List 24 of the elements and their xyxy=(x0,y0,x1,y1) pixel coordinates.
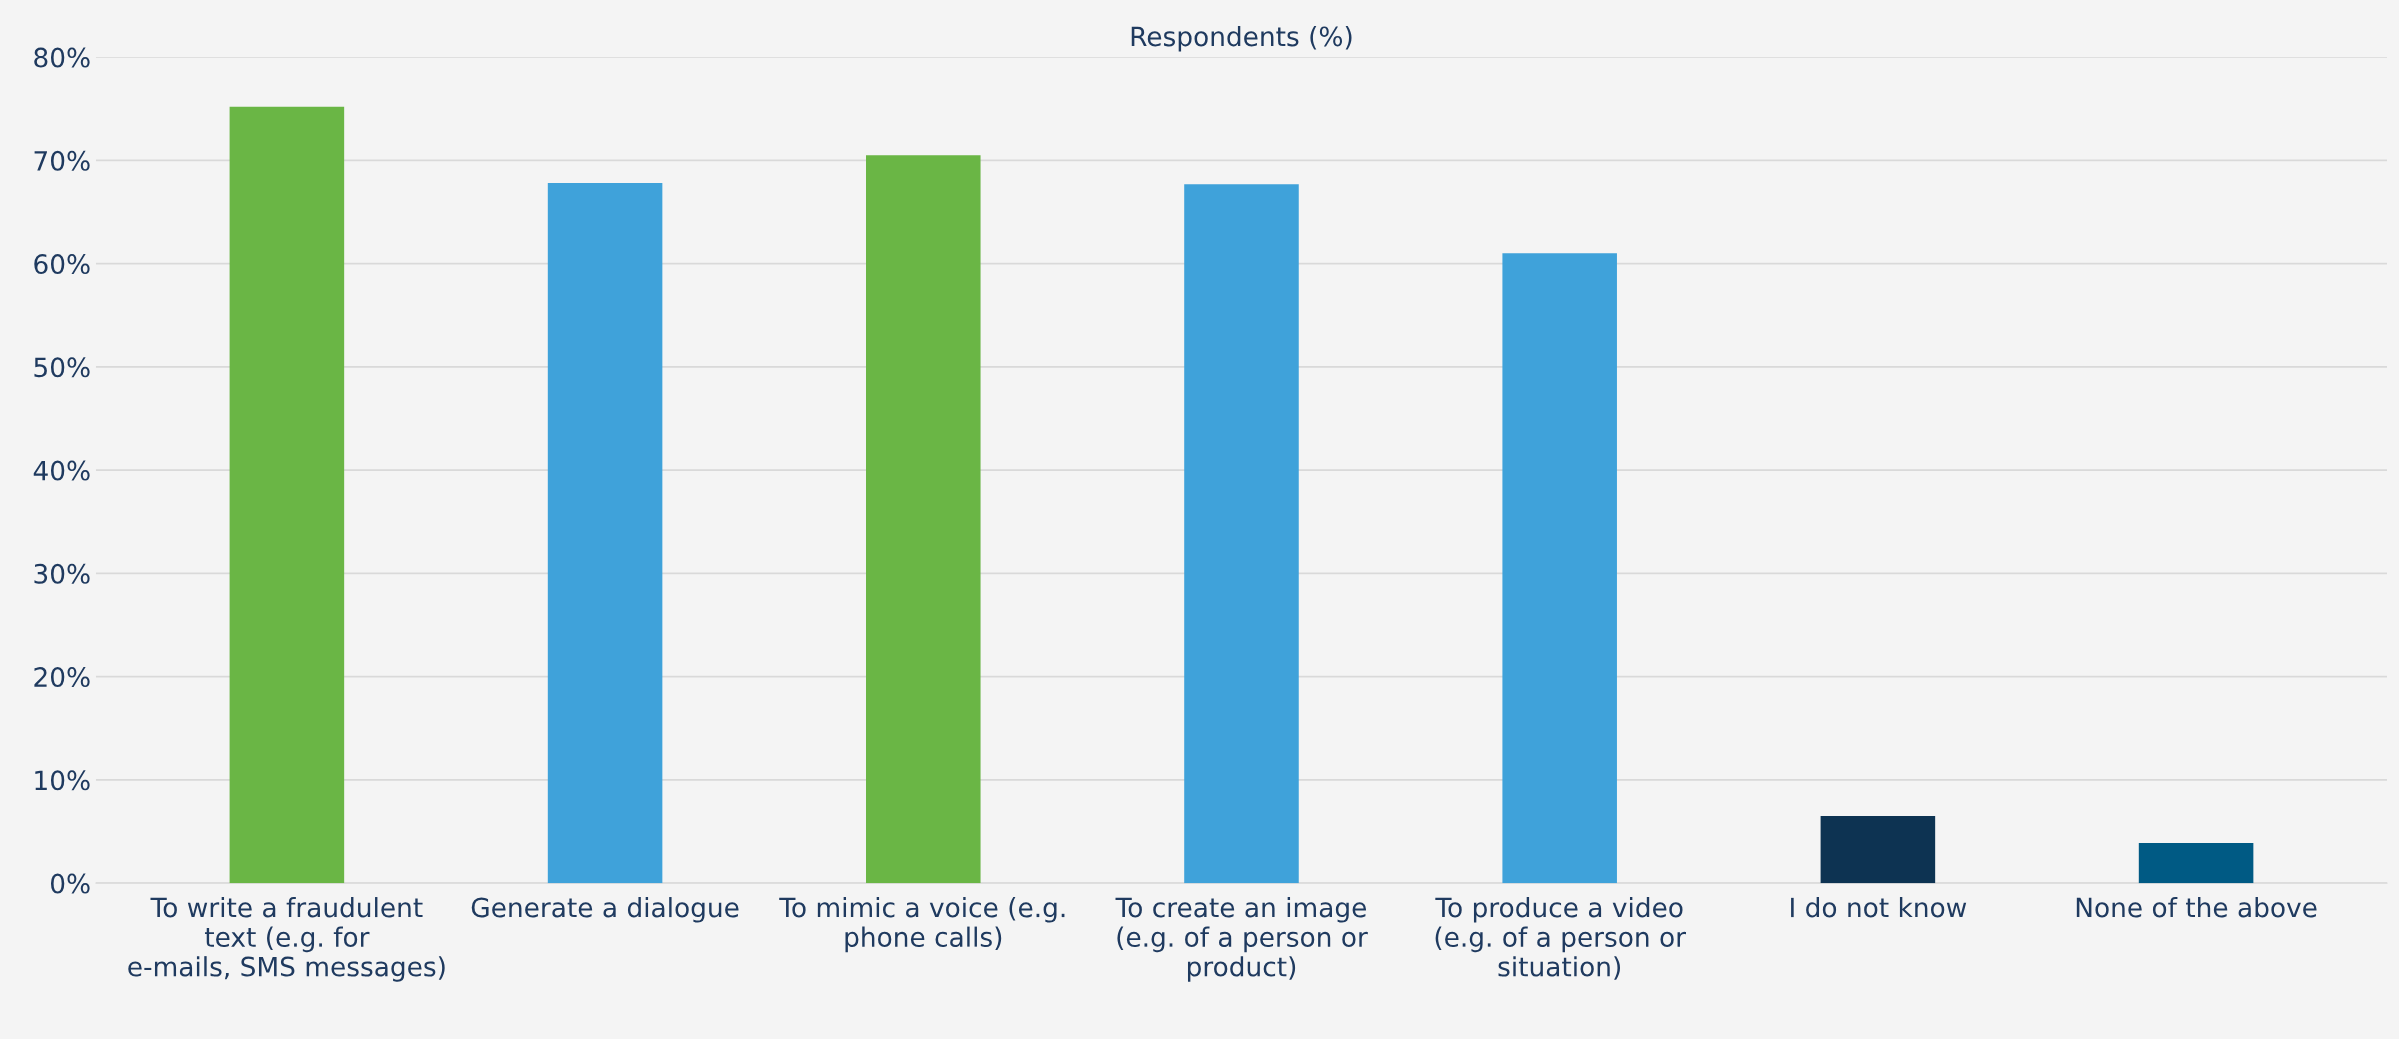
y-tick-label: 60% xyxy=(34,254,90,275)
y-tick-label: 10% xyxy=(35,770,90,791)
y-tick-label: 0% xyxy=(50,873,90,894)
bar xyxy=(1820,816,1936,884)
chart-title: Respondents (%) xyxy=(1131,25,1352,52)
x-tick-label: Generate a dialogue xyxy=(471,897,739,923)
y-tick-label: 80% xyxy=(34,47,90,68)
x-tick-label: To produce a video (e.g. of a person or situation) xyxy=(1435,897,1687,980)
bar xyxy=(1184,184,1299,884)
y-tick-label: 20% xyxy=(34,667,90,688)
y-tick-label: 50% xyxy=(34,357,90,378)
x-tick-label: I do not know xyxy=(1791,897,1967,918)
bar xyxy=(229,106,345,884)
x-tick-label: To write a fraudulent text (e.g. for e-mails, SMS messages) xyxy=(128,897,445,982)
bar xyxy=(866,155,981,884)
bar xyxy=(547,183,663,884)
y-tick-label: 70% xyxy=(34,150,90,171)
bar xyxy=(2138,842,2254,884)
x-tick-label: To mimic a voice (e.g. phone calls) xyxy=(779,897,1065,953)
x-tick-label: To create an image (e.g. of a person or product) xyxy=(1115,897,1368,982)
bar xyxy=(1502,253,1617,884)
y-tick-label: 30% xyxy=(34,563,90,584)
x-tick-label: None of the above xyxy=(2076,897,2317,918)
y-tick-label: 40% xyxy=(33,460,90,481)
